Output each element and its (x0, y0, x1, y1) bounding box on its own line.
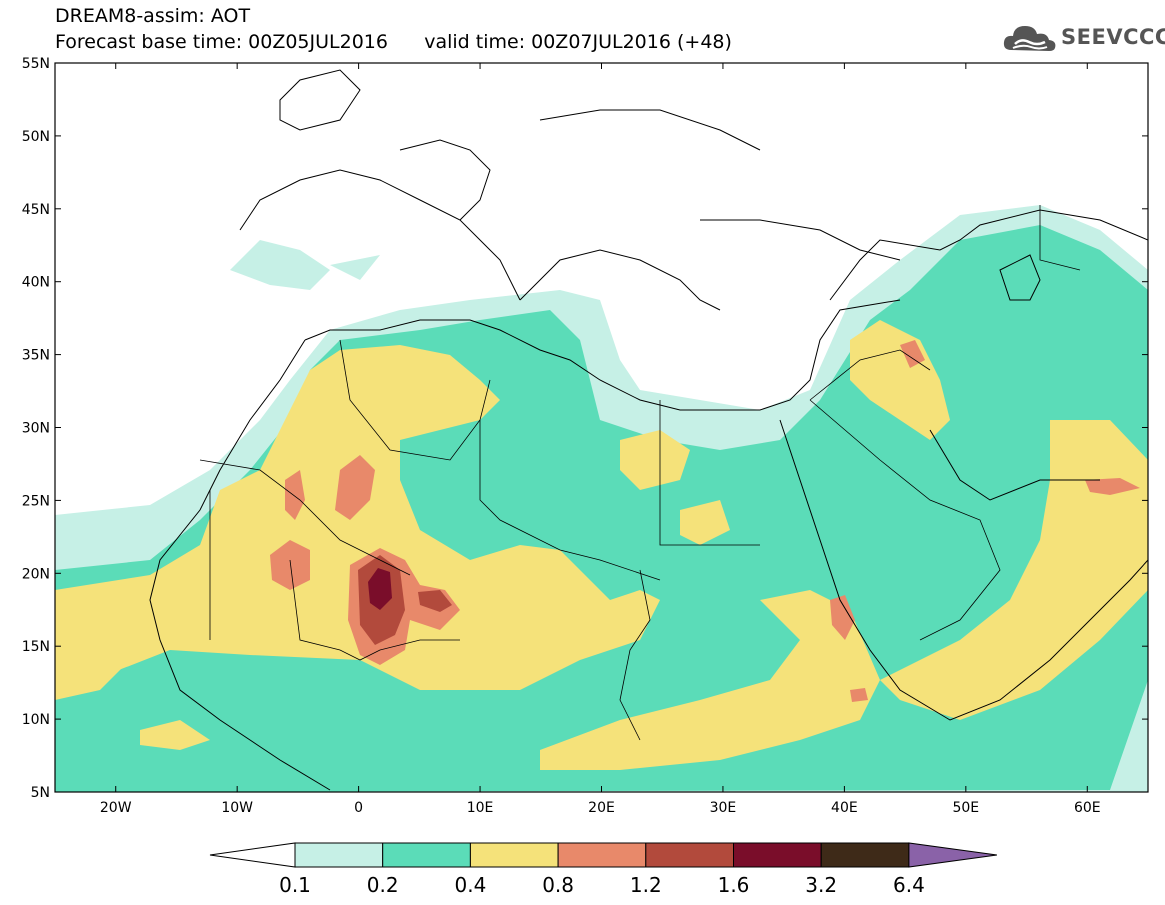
aot-band-1.2 (418, 590, 452, 612)
colorbar-swatch (557, 842, 647, 868)
lon-tick-label: 60E (1074, 800, 1101, 816)
lat-tick-label: 30N (22, 421, 50, 437)
lon-tick-label: 10W (221, 800, 253, 816)
colorbar-label: 0.8 (542, 873, 574, 897)
map-title: DREAM8-assim: AOT (55, 5, 251, 27)
country-borders (199, 205, 1081, 741)
colorbar-under-arrow (209, 842, 296, 868)
lat-tick-label: 50N (22, 129, 50, 145)
lat-tick-label: 15N (22, 639, 50, 655)
aot-band-0.8 (1085, 478, 1140, 495)
lat-tick-label: 20N (22, 566, 50, 582)
valid-time: valid time: 00Z07JUL2016 (+48) (424, 31, 732, 53)
aot-band-0.8 (285, 470, 305, 520)
seevccc-logo: SEEVCCC (1001, 18, 1165, 58)
lat-tick-label: 35N (22, 348, 50, 364)
lat-axis: 55N 50N 45N 40N 35N 30N 25N 20N 15N 10N 5N (22, 56, 1148, 801)
colorbar-label: 1.2 (630, 873, 662, 897)
colorbar-label: 1.6 (718, 873, 750, 897)
forecast-times: Forecast base time: 00Z05JUL2016 valid t… (55, 32, 732, 52)
lon-tick-label: 20E (588, 800, 615, 816)
lon-tick-label: 30E (710, 800, 737, 816)
aot-band-0.8 (270, 540, 310, 590)
colorbar-swatch (469, 842, 559, 868)
colorbar-over-arrow (908, 842, 997, 868)
aot-band-0.8 (850, 688, 868, 702)
aot-band-0.4 (850, 320, 950, 440)
aot-band-0.8 (900, 340, 925, 368)
aot-band-0.4 (620, 430, 690, 490)
aot-band-0.8 (830, 595, 855, 640)
colorbar-swatch (733, 842, 822, 868)
lat-tick-label: 10N (22, 712, 50, 728)
colorbar-swatch (382, 842, 471, 868)
colorbar-label: 3.2 (805, 873, 837, 897)
aot-band-0.4 (680, 500, 730, 545)
lat-tick-label: 45N (22, 202, 50, 218)
base-time: Forecast base time: 00Z05JUL2016 (55, 31, 388, 53)
colorbar-swatch (645, 842, 734, 868)
aot-band-0.4 (140, 720, 210, 750)
lat-tick-label: 5N (31, 785, 50, 801)
colorbar-swatch (294, 842, 384, 868)
aot-band-0.1 (330, 255, 380, 280)
lon-tick-label: 0 (354, 800, 363, 816)
aot-contours (55, 69, 1148, 792)
colorbar-label: 6.4 (893, 873, 925, 897)
lat-tick-label: 25N (22, 493, 50, 509)
aot-band-0.1 (230, 240, 330, 290)
aot-band-0.4 (880, 420, 1148, 720)
colorbar-label: 0.2 (367, 873, 399, 897)
lat-tick-label: 40N (22, 275, 50, 291)
lon-tick-label: 10E (467, 800, 494, 816)
aot-band-1.6 (368, 568, 392, 610)
coastlines (149, 69, 1148, 791)
colorbar-swatch (820, 842, 910, 868)
lat-tick-label: 55N (22, 56, 50, 72)
colorbar: 0.1 0.2 0.4 0.8 1.2 1.6 3.2 6.4 (209, 842, 997, 897)
colorbar-label: 0.4 (454, 873, 486, 897)
aot-band-0.4 (55, 590, 140, 700)
cloud-icon (1003, 26, 1056, 51)
lon-tick-label: 40E (831, 800, 858, 816)
lon-tick-label: 20W (100, 800, 132, 816)
colorbar-label: 0.1 (279, 873, 311, 897)
aot-band-0.4 (55, 345, 660, 695)
aot-band-0.8 (335, 455, 375, 520)
lon-axis: 20W 10W 0 10E 20E 30E 40E 50E 60E (100, 63, 1101, 816)
aot-band-0.4 (540, 590, 880, 770)
logo-text: SEEVCCC (1061, 25, 1165, 49)
lon-tick-label: 50E (952, 800, 979, 816)
